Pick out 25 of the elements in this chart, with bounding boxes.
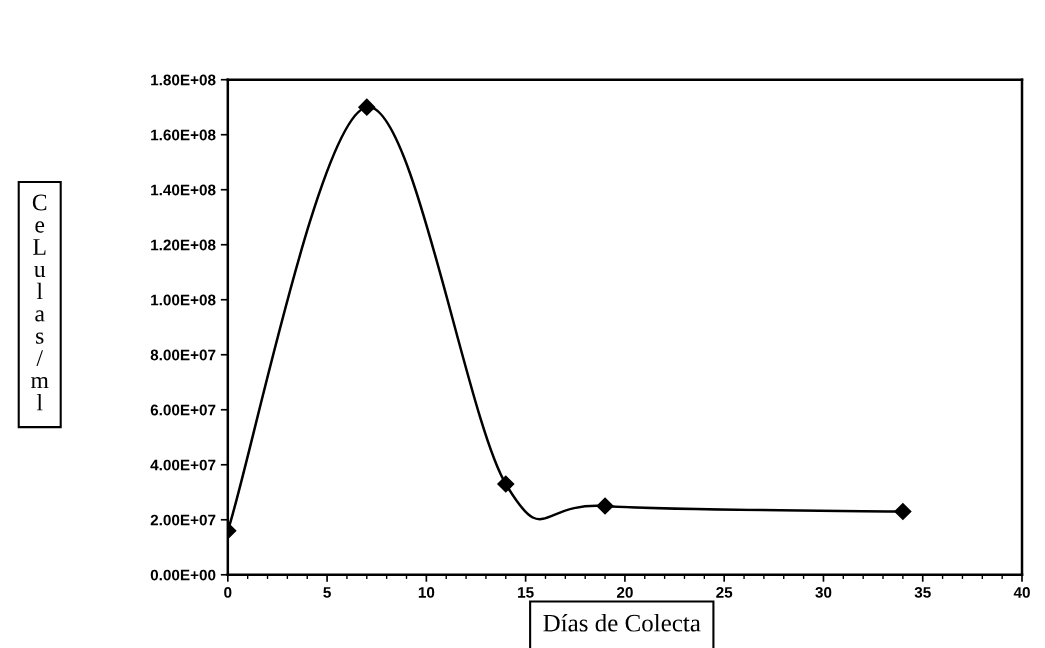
x-tick-label: 25 (716, 586, 733, 598)
x-tick-label: 40 (1013, 586, 1030, 598)
point (596, 497, 614, 515)
y-tick-label: 1.20E+08 (151, 239, 216, 251)
x-tick-label: 20 (616, 586, 633, 598)
x-tick-label: 35 (914, 586, 931, 598)
point (894, 502, 912, 521)
y-tick-label: 1.40E+08 (151, 184, 216, 196)
y-tick-label: 2.00E+07 (150, 514, 216, 526)
y-tick-label: 6.00E+07 (150, 404, 216, 416)
y-tick-label: 0.00E+00 (150, 569, 216, 581)
point (497, 475, 515, 493)
point (358, 98, 376, 116)
x-tick-label: 5 (323, 587, 331, 598)
y-tick-label: 1.00E+08 (151, 294, 216, 306)
x-tick-label: 10 (418, 586, 435, 598)
y-tick-label: 8.00E+07 (150, 349, 216, 361)
x-tick-label: 15 (518, 587, 534, 598)
x-tick-label: 30 (815, 586, 832, 598)
x-tick-label: 0 (224, 586, 232, 598)
y-tick-label: 4.00E+07 (150, 459, 216, 471)
y-tick-label: 1.80E+08 (151, 74, 216, 86)
text: CeLulas/ml (31, 194, 49, 411)
y-tick-label: 1.60E+08 (151, 129, 216, 141)
x-axis-title: Días de Colecta (543, 613, 701, 632)
